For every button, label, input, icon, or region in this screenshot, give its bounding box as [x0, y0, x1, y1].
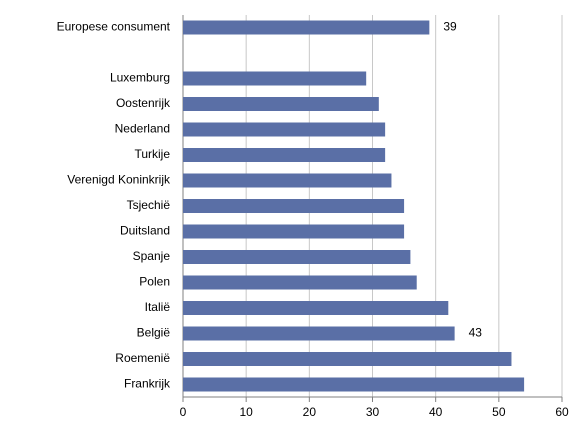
bar — [183, 148, 386, 162]
y-tick-label: België — [137, 326, 171, 340]
x-tick-label: 0 — [180, 405, 187, 419]
bar — [183, 224, 405, 239]
bar — [183, 250, 411, 264]
bar — [183, 326, 455, 341]
y-tick-label: Oostenrijk — [116, 96, 171, 110]
x-tick-label: 20 — [303, 405, 317, 419]
x-tick-label: 50 — [492, 405, 506, 419]
bar — [183, 20, 430, 35]
y-tick-label: Tsjechië — [127, 198, 171, 212]
y-tick-label: Verenigd Koninkrijk — [67, 173, 171, 187]
bar — [183, 71, 367, 86]
y-tick-label: Duitsland — [120, 224, 170, 238]
y-tick-label: Italië — [145, 300, 171, 314]
x-tick-label: 60 — [555, 405, 569, 419]
y-tick-label: Roemenië — [115, 351, 170, 365]
y-tick-label: Luxemburg — [110, 71, 170, 85]
bar — [183, 122, 386, 137]
data-label: 43 — [469, 326, 483, 340]
data-label: 39 — [443, 20, 457, 34]
y-tick-label: Polen — [139, 275, 170, 289]
bar — [183, 173, 392, 188]
x-tick-label: 10 — [239, 405, 253, 419]
y-tick-label: Spanje — [133, 249, 171, 263]
y-tick-label: Frankrijk — [124, 377, 171, 391]
y-tick-label: Turkije — [134, 147, 170, 161]
x-tick-label: 30 — [366, 405, 380, 419]
bar — [183, 377, 525, 392]
bar — [183, 275, 417, 290]
bar — [183, 352, 512, 366]
bar — [183, 199, 405, 213]
x-tick-label: 40 — [429, 405, 443, 419]
y-tick-label: Europese consument — [57, 20, 171, 34]
y-tick-label: Nederland — [115, 122, 170, 136]
bar — [183, 97, 379, 111]
bar — [183, 301, 449, 315]
